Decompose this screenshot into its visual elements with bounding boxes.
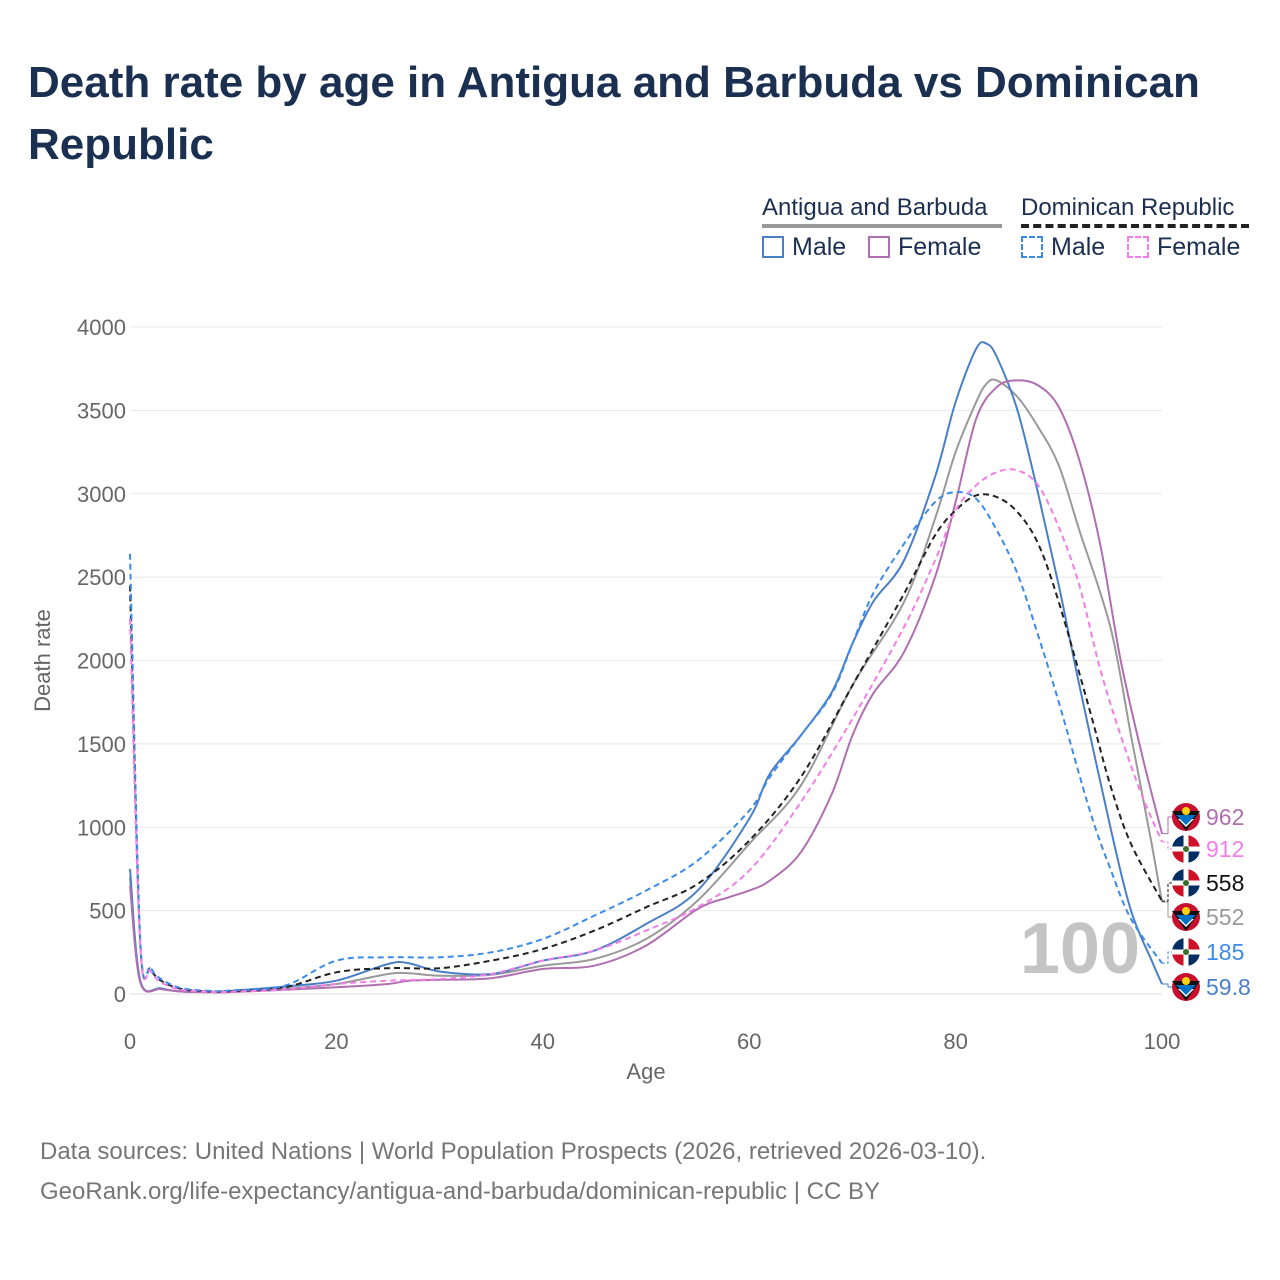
source-line-1: Data sources: United Nations | World Pop… — [40, 1138, 987, 1165]
x-tick-label-20: 20 — [324, 1029, 348, 1054]
legend-label-ab-male: Male — [792, 233, 847, 261]
end-connector-dr_female — [1162, 841, 1174, 850]
x-tick-label-60: 60 — [737, 1029, 761, 1054]
x-tick-label-80: 80 — [943, 1029, 967, 1054]
series-line-ab_female — [129, 379, 1163, 994]
legend-swatch-dr-male — [1021, 236, 1043, 258]
legend-label-ab-female: Female — [898, 233, 982, 261]
dominican-flag-icon — [1172, 835, 1200, 863]
legend-group-antigua-and-barbuda: Antigua and Barbuda — [762, 194, 988, 221]
end-connector-ab_total — [1162, 901, 1174, 918]
legend-label-dr-female: Female — [1157, 233, 1241, 261]
legend-group-dominican-underline — [1021, 224, 1249, 228]
series-line-dr_female — [129, 468, 1163, 994]
legend-swatch-dr-female — [1127, 236, 1149, 258]
x-tick-label-0: 0 — [124, 1029, 136, 1054]
series-line-dr_male — [129, 490, 1163, 993]
y-tick-label-500: 500 — [89, 899, 126, 924]
end-label-ab_male: 59.8 — [1206, 974, 1251, 1000]
y-tick-label-2500: 2500 — [77, 565, 126, 590]
y-tick-label-0: 0 — [114, 982, 126, 1007]
dominican-flag-icon — [1172, 869, 1200, 897]
x-tick-label-100: 100 — [1144, 1029, 1181, 1054]
series-line-ab_total — [129, 378, 1163, 994]
end-connector-ab_female — [1162, 816, 1174, 835]
source-line-2: GeoRank.org/life-expectancy/antigua-and-… — [40, 1178, 881, 1205]
y-tick-label-1500: 1500 — [77, 732, 126, 757]
end-label-ab_female: 962 — [1206, 804, 1244, 830]
dominican-flag-icon — [1172, 938, 1200, 966]
y-tick-label-4000: 4000 — [77, 315, 126, 340]
y-axis-title: Death rate — [30, 609, 55, 712]
y-tick-label-3500: 3500 — [77, 398, 126, 423]
antigua-flag-icon — [1172, 803, 1200, 831]
legend-group-antigua-underline — [762, 224, 1002, 228]
legend-swatch-ab-female — [868, 236, 890, 258]
y-tick-label-3000: 3000 — [77, 482, 126, 507]
x-axis-title: Age — [626, 1059, 665, 1084]
series-line-dr_total — [129, 493, 1163, 993]
line-chart: 0 500 1000 1500 2000 2500 3000 3500 4000 0 20 40 60 8… — [30, 315, 1251, 1084]
end-label-dr_total: 558 — [1206, 870, 1244, 896]
legend: Antigua and Barbuda Dominican Republic M… — [740, 190, 1260, 270]
legend-swatch-ab-male — [762, 236, 784, 258]
end-connector-dr_male — [1162, 951, 1174, 964]
end-label-dr_male: 185 — [1206, 939, 1244, 965]
legend-label-dr-male: Male — [1051, 233, 1106, 261]
year-watermark: 100 — [1020, 909, 1140, 989]
end-label-ab_total: 552 — [1206, 904, 1244, 930]
y-tick-label-2000: 2000 — [77, 649, 126, 674]
end-connector-dr_total — [1162, 882, 1174, 902]
antigua-flag-icon — [1172, 903, 1200, 931]
chart-title: Death rate by age in Antigua and Barbuda… — [28, 58, 1200, 169]
x-tick-label-40: 40 — [531, 1029, 555, 1054]
series-line-ab_male — [129, 341, 1163, 994]
antigua-flag-icon — [1172, 973, 1200, 1001]
y-tick-label-1000: 1000 — [77, 815, 126, 840]
legend-group-dominican-republic: Dominican Republic — [1021, 194, 1235, 221]
end-label-dr_female: 912 — [1206, 836, 1244, 862]
end-connector-ab_male — [1162, 983, 1174, 988]
